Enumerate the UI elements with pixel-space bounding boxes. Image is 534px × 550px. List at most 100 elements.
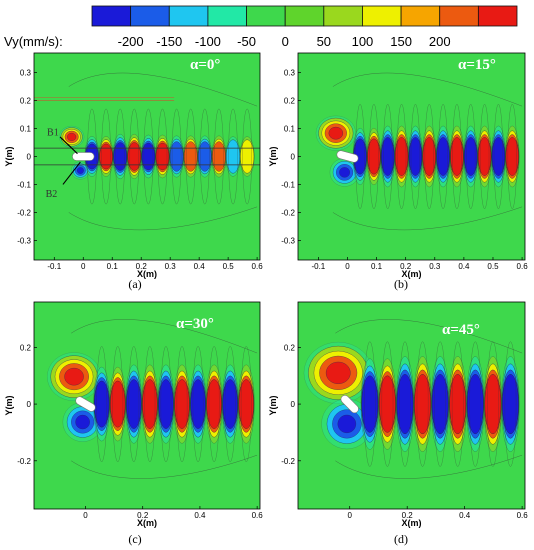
colorbar-tick-label: 100 (352, 34, 374, 49)
foil-body (72, 152, 95, 161)
x-tick-label: 0.6 (517, 511, 529, 520)
y-tick-label: 0.2 (20, 97, 32, 106)
wake-cell (183, 135, 199, 178)
y-axis-label: Y(m) (4, 146, 14, 166)
wake-cell (449, 125, 465, 188)
colorbar-tick-label: 150 (390, 34, 412, 49)
wake-cell (126, 133, 142, 180)
wake-cell (380, 125, 395, 188)
panel-c-field (34, 302, 260, 509)
upper-lobe-contour (325, 361, 351, 384)
y-tick-label: -0.2 (281, 208, 295, 217)
y-tick-label: 0.1 (20, 125, 32, 134)
panel-caption: (a) (128, 277, 141, 291)
upper-lobe-contour (328, 126, 344, 140)
wake-cell (422, 125, 437, 188)
y-tick-label: 0.2 (20, 343, 32, 352)
wake-cell (211, 135, 227, 178)
colorbar-swatch (130, 5, 170, 27)
wake-cell (197, 135, 213, 178)
colorbar-swatch (477, 5, 518, 27)
leading-edge-lobes (315, 115, 360, 187)
x-tick-label: 0.1 (371, 262, 383, 271)
foil-body (340, 394, 359, 414)
panel-c-axes: 0 0.2 0.4 0.6 0.2 0 -0.2 X(m) Y(m) (4, 343, 263, 528)
x-tick-label: 0.4 (459, 511, 471, 520)
wake-cell (109, 366, 127, 442)
foil-body (336, 150, 359, 163)
wake-cell (360, 358, 379, 450)
wake-cell (463, 125, 478, 188)
x-tick-label: 0 (345, 262, 350, 271)
wake-cells (93, 364, 255, 444)
leading-edge-lobes (47, 352, 103, 442)
wake-cell (501, 356, 520, 452)
wake-cell (491, 125, 506, 188)
wake-cell (112, 133, 128, 180)
foil-body (75, 396, 96, 412)
leading-edge-lobes (303, 341, 373, 450)
wake-cell (205, 364, 223, 444)
wake-cell (395, 356, 415, 452)
panel-caption: (c) (128, 532, 141, 546)
y-tick-label: -0.2 (281, 457, 295, 466)
x-tick-label: 0.6 (252, 262, 264, 271)
y-axis-label: Y(m) (4, 395, 14, 415)
wake-cell (378, 358, 397, 450)
x-tick-label: 0 (81, 262, 86, 271)
wake-cell (141, 364, 159, 444)
x-tick-label: -0.1 (311, 262, 325, 271)
panel-c: 0 0.2 0.4 0.6 0.2 0 -0.2 X(m) Y(m) α=30° (c) (4, 301, 263, 546)
y-tick-label: 0 (291, 153, 296, 162)
x-tick-label: 0.2 (137, 511, 149, 520)
x-tick-label: 0 (347, 511, 352, 520)
upper-lobe-contour (67, 132, 77, 141)
annotation-b1: B1 (47, 128, 59, 139)
y-tick-label: -0.1 (281, 180, 295, 189)
wake-cell (155, 134, 170, 179)
colorbar-label: Vy(mm/s): (4, 34, 63, 49)
colorbar-swatch (323, 5, 363, 27)
x-tick-label: 0.4 (194, 511, 206, 520)
x-axis-label: X(m) (137, 518, 157, 528)
panel-caption: (d) (394, 532, 408, 546)
panel-a-axes: -0.1 0 0.1 0.2 0.3 0.4 0.5 0.6 0.3 0.2 0.1 0 -0.1 -0.… (4, 69, 263, 279)
colorbar-swatch (168, 5, 209, 27)
annotation-arrow-b1 (59, 136, 78, 155)
colorbar-swatch (400, 5, 441, 27)
wake-cell (237, 364, 255, 444)
y-tick-label: -0.2 (17, 208, 31, 217)
annotation-b2: B2 (46, 189, 58, 200)
colorbar-swatch (362, 5, 402, 27)
wake-envelope-contours (332, 72, 523, 231)
colorbar-swatch (91, 5, 132, 27)
y-tick-label: 0 (27, 153, 32, 162)
wake-cell (413, 356, 432, 452)
colorbar-swatch (207, 5, 247, 27)
annotation-arrow-b2 (62, 161, 81, 185)
colorbar-tick-label: -200 (118, 34, 144, 49)
y-axis-label: Y(m) (268, 395, 278, 415)
x-axis-label: X(m) (137, 269, 157, 279)
wake-cell (221, 364, 239, 444)
y-tick-label: -0.2 (17, 457, 31, 466)
x-axis-label: X(m) (402, 518, 422, 528)
x-tick-label: 0.3 (429, 262, 441, 271)
x-tick-label: 0.3 (165, 262, 177, 271)
panel-caption: (b) (394, 277, 408, 291)
colorbar-ticks: -200 -150 -100 -50 0 50 100 150 200 (118, 34, 451, 49)
wake-cell (466, 356, 485, 452)
panel-b: -0.1 0 0.1 0.2 0.3 0.4 0.5 0.6 0.3 0.2 0.1 0 -0.1 -0.… (268, 52, 528, 291)
alpha-label: α=15° (458, 57, 496, 73)
wake-envelope-contours (335, 319, 523, 479)
wake-envelope-contours (71, 319, 258, 479)
wake-cells (360, 356, 520, 452)
panel-d: 0 0.2 0.4 0.6 0.2 0 -0.2 X(m) Y(m) α=45° (d) (268, 301, 529, 546)
wake-cell (431, 356, 450, 452)
x-tick-label: 0.2 (402, 511, 414, 520)
wake-cell (448, 356, 467, 452)
wake-cell (173, 364, 191, 444)
wake-cell (435, 125, 451, 188)
panel-a-field: B1 B2 (34, 53, 260, 260)
